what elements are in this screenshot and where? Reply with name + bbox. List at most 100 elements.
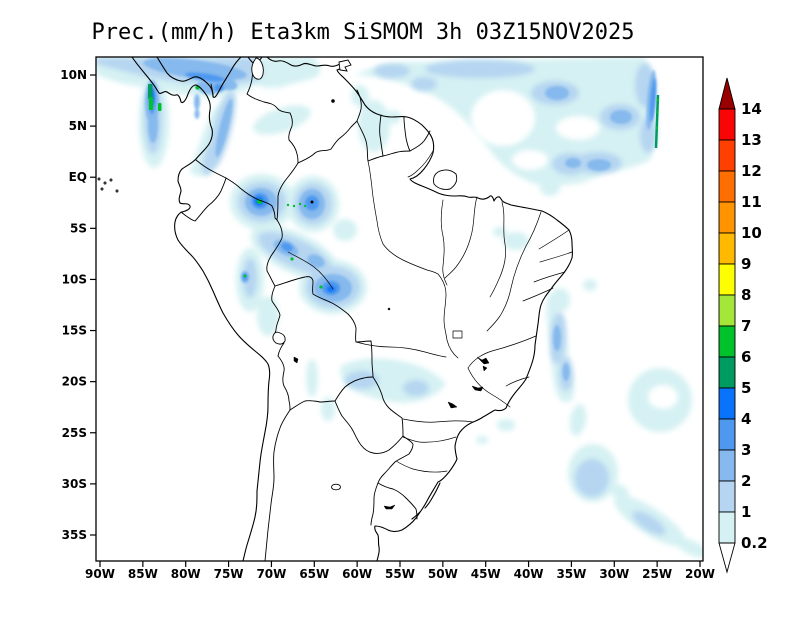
colorbar-label: 0.2 xyxy=(741,534,768,552)
border-colombia-peru xyxy=(225,177,278,221)
lat-tick-label: 5N xyxy=(69,119,87,133)
colorbar-segment xyxy=(718,387,736,420)
colorbar-segment xyxy=(718,139,736,172)
galapagos-islets xyxy=(97,177,119,193)
colorbar-segment xyxy=(718,201,736,234)
colorbar-label: 8 xyxy=(741,286,751,304)
border-paraguay-argentina xyxy=(334,400,404,454)
border-colombia-brazil xyxy=(276,162,299,221)
marajo-island xyxy=(433,169,458,190)
latitude-axis: 10N 5N EQ 5S 10S 15S 20S 25S 30S 35S xyxy=(60,68,96,542)
border-bolivia-paraguay xyxy=(334,376,374,402)
chart-title: Prec.(mm/h) Eta3km SiSMOM 3h 03Z15NOV202… xyxy=(91,20,634,45)
colorbar-label: 12 xyxy=(741,162,762,180)
border-peru-bolivia xyxy=(271,285,281,334)
colorbar-label: 9 xyxy=(741,255,751,273)
lat-tick-label: 5S xyxy=(70,221,87,235)
border-bolivia-argentina xyxy=(289,400,336,411)
border-argentina-brazil xyxy=(377,435,414,484)
lake-titicaca xyxy=(272,331,286,345)
lon-tick-label: 20W xyxy=(685,567,715,581)
colorbar-segment xyxy=(718,418,736,451)
border-colombia-venezuela xyxy=(246,63,299,164)
colorbar-segment xyxy=(718,449,736,482)
border-uruguay-argentina xyxy=(370,482,379,526)
mar-chiquita xyxy=(331,483,341,491)
caribbean-coastline xyxy=(156,57,242,98)
colorbar-segment xyxy=(718,170,736,203)
lat-tick-label: EQ xyxy=(69,170,87,184)
colorbar-label: 4 xyxy=(741,410,751,428)
lon-tick-label: 70W xyxy=(256,567,286,581)
border-guyana-venezuela xyxy=(356,89,362,122)
country-borders xyxy=(180,63,431,561)
pacific-coastline xyxy=(131,57,271,561)
colorbar-under-arrow xyxy=(718,542,736,574)
colorbar-segment xyxy=(718,480,736,513)
border-guyana-brazil xyxy=(356,120,369,162)
border-paraguay-brazil xyxy=(372,376,404,437)
distrito-federal-outline xyxy=(452,330,463,339)
border-chile-bolivia xyxy=(277,355,291,411)
colorbar-segment xyxy=(718,108,736,141)
colorbar-segment xyxy=(718,356,736,389)
colorbar-label: 13 xyxy=(741,131,762,149)
lon-tick-label: 35W xyxy=(556,567,586,581)
lon-tick-label: 75W xyxy=(214,567,244,581)
lat-tick-label: 10N xyxy=(60,68,87,82)
lat-tick-label: 25S xyxy=(62,426,87,440)
border-brazil-guianas xyxy=(367,150,411,162)
map-plot-area xyxy=(96,57,703,561)
colorbar-label: 7 xyxy=(741,317,751,335)
border-ecuador-peru xyxy=(180,177,227,222)
water-bodies xyxy=(97,57,490,510)
colorbar-label: 5 xyxy=(741,379,751,397)
lake-maracaibo xyxy=(251,57,264,80)
trinidad-island xyxy=(338,59,352,72)
colorbar-label: 1 xyxy=(741,503,751,521)
colorbar-segment xyxy=(718,511,736,544)
lagoa-mirim xyxy=(411,511,421,520)
border-brazil-uruguay xyxy=(377,482,418,520)
lat-tick-label: 30S xyxy=(62,477,87,491)
lon-tick-label: 30W xyxy=(599,567,629,581)
lon-tick-label: 25W xyxy=(642,567,672,581)
border-peru-bolivia-south xyxy=(277,342,285,357)
colorbar-segment xyxy=(718,294,736,327)
precip-green-cores xyxy=(148,84,660,289)
colorbar-label: 6 xyxy=(741,348,751,366)
reservoir-marks xyxy=(293,99,490,510)
lon-tick-label: 55W xyxy=(385,567,415,581)
border-bolivia-brazil xyxy=(274,276,374,378)
lon-tick-label: 50W xyxy=(428,567,458,581)
border-ecuador-colombia xyxy=(195,159,227,179)
lon-tick-label: 40W xyxy=(514,567,544,581)
border-venezuela-brazil xyxy=(297,120,358,164)
lat-tick-label: 15S xyxy=(62,324,87,338)
colorbar-segment xyxy=(718,232,736,265)
lagoa-dos-patos xyxy=(424,482,441,509)
colorbar-label: 2 xyxy=(741,472,751,490)
colorbar-segment xyxy=(718,263,736,296)
border-frguiana-brazil xyxy=(409,130,431,152)
lat-tick-label: 20S xyxy=(62,375,87,389)
colorbar-label: 10 xyxy=(741,224,762,242)
lon-tick-label: 45W xyxy=(471,567,501,581)
colorbar-label: 11 xyxy=(741,193,762,211)
border-guyana-suriname xyxy=(379,114,384,157)
border-chile-argentina xyxy=(264,409,291,561)
state-borders xyxy=(287,150,573,473)
colorbar-segment xyxy=(718,325,736,358)
precip-clear-holes xyxy=(471,90,678,409)
lon-tick-label: 65W xyxy=(299,567,329,581)
atlantic-coastline xyxy=(266,57,573,561)
domain-edge-artifact xyxy=(654,94,660,149)
colorbar-label: 14 xyxy=(741,100,762,118)
lon-tick-label: 85W xyxy=(128,567,158,581)
colorbar-legend: 14 13 12 11 10 9 8 7 6 5 4 3 2 1 0.2 xyxy=(718,77,768,574)
lon-tick-label: 90W xyxy=(85,567,115,581)
lat-tick-label: 35S xyxy=(62,528,87,542)
coastlines xyxy=(131,57,573,561)
